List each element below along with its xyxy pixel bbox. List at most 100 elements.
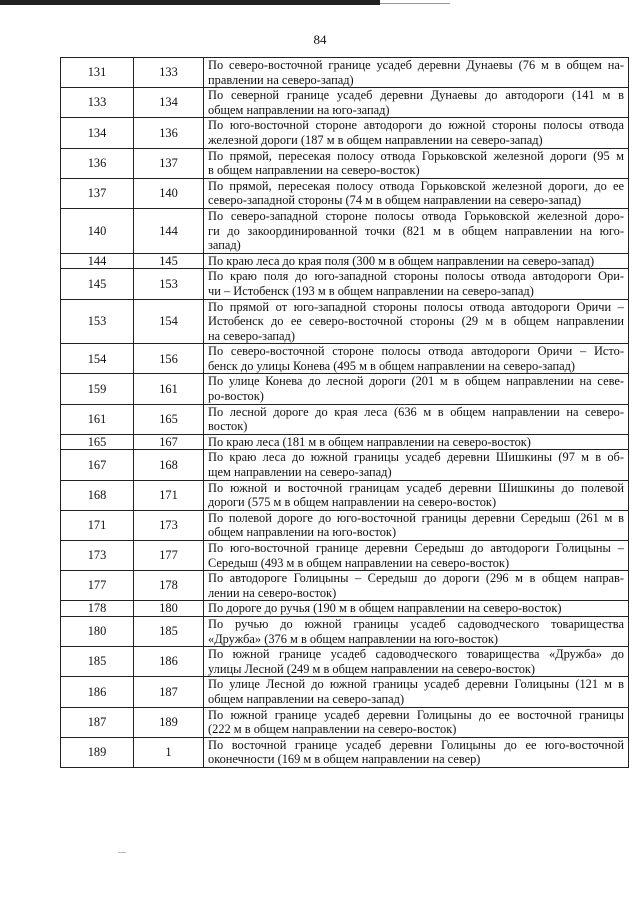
- boundary-description: По лесной дороге до края леса (636 м в о…: [203, 403, 629, 435]
- to-point: 1: [133, 736, 204, 768]
- from-point: 133: [60, 87, 134, 119]
- boundary-description: По южной и восточной границам усадеб дер…: [203, 479, 629, 511]
- table-row: 167 168 По краю леса до южной границы усад…: [60, 449, 629, 481]
- description-line: северо-западной стороны (74 м в общем на…: [208, 193, 582, 208]
- table-row: 180 185 По ручью до южной границы усадеб с…: [60, 615, 629, 648]
- description-line: По прямой от юго-западной стороны полосы…: [208, 299, 624, 314]
- from-point: 137: [60, 177, 134, 209]
- from-point: 144: [60, 252, 134, 270]
- from-point: 187: [60, 706, 134, 738]
- scan-speck: [118, 852, 126, 853]
- to-point: 178: [133, 570, 204, 602]
- boundary-description: По восточной границе усадеб деревни Голи…: [203, 736, 629, 768]
- table-row: 189 1 По восточной границе усадеб деревни …: [60, 736, 629, 768]
- table-row: 161 165 По лесной дороге до края леса (636…: [60, 403, 629, 435]
- description-line: По лесной дороге до края леса (636 м в о…: [208, 404, 624, 419]
- from-point: 167: [60, 449, 134, 481]
- description-line: По южной границе усадеб садоводческого т…: [208, 647, 624, 662]
- table-row: 145 153 По краю поля до юго-западной сторо…: [60, 268, 629, 300]
- boundary-description: По краю леса до южной границы усадеб дер…: [203, 449, 629, 481]
- description-line: на северо-запад): [208, 328, 295, 343]
- from-point: 168: [60, 479, 134, 511]
- table-row: 177 178 По автодороге Голицыны – Середыш д…: [60, 570, 629, 602]
- description-line: По краю поля до юго-западной стороны пол…: [208, 269, 624, 284]
- to-point: 140: [133, 177, 204, 209]
- table-row: 178 180 По дороге до ручья (190 м в общем …: [60, 600, 629, 617]
- to-point: 154: [133, 298, 204, 345]
- description-line: По краю леса до края поля (300 м в общем…: [208, 253, 595, 268]
- table-row: 171 173 По полевой дороге до юго-восточной…: [60, 509, 629, 542]
- boundary-description: По ручью до южной границы усадеб садовод…: [203, 615, 629, 648]
- to-point: 136: [133, 117, 204, 149]
- description-line: По краю леса до южной границы усадеб дер…: [208, 450, 624, 465]
- boundary-description: По юго-восточной стороне автодороги до ю…: [203, 117, 629, 149]
- description-line: восток): [208, 419, 248, 434]
- description-line: дороги (575 м в общем направлении на сев…: [208, 495, 497, 510]
- from-point: 165: [60, 433, 134, 451]
- boundary-description: По южной границе усадеб садоводческого т…: [203, 646, 629, 678]
- table-row: 165 167 По краю леса (181 м в общем направ…: [60, 433, 629, 451]
- scan-top-bar: [0, 0, 380, 5]
- table-row: 186 187 По улице Лесной до южной границы у…: [60, 676, 629, 708]
- from-point: 134: [60, 117, 134, 149]
- from-point: 131: [60, 56, 134, 89]
- from-point: 171: [60, 509, 134, 542]
- description-line: общем направлении на юго-запад): [208, 102, 390, 117]
- table-row: 144 145 По краю леса до края поля (300 м в…: [60, 252, 629, 270]
- description-line: По южной границе усадеб деревни Голицыны…: [208, 707, 624, 722]
- description-line: По автодороге Голицыны – Середыш до доро…: [208, 571, 624, 586]
- boundary-description: По прямой, пересекая полосу отвода Горьк…: [203, 177, 629, 209]
- boundary-description: По краю леса до края поля (300 м в общем…: [203, 252, 629, 270]
- page-number: 84: [313, 32, 327, 47]
- to-point: 173: [133, 509, 204, 542]
- boundary-description: По юго-восточной границе деревни Середыш…: [203, 539, 629, 572]
- from-point: 177: [60, 570, 134, 602]
- boundary-description: По северо-восточной границе усадеб дерев…: [203, 56, 629, 89]
- boundary-description: По улице Лесной до южной границы усадеб …: [203, 676, 629, 708]
- description-line: По северо-восточной границе усадеб дерев…: [208, 58, 624, 72]
- to-point: 189: [133, 706, 204, 738]
- to-point: 165: [133, 403, 204, 435]
- boundary-table: 131 133 По северо-восточной границе усадеб…: [60, 56, 629, 768]
- description-line: запад): [208, 238, 241, 253]
- description-line: По краю леса (181 м в общем направлении …: [208, 434, 531, 449]
- boundary-description: По северо-западной стороне полосы отвода…: [203, 207, 629, 254]
- description-line: «Дружба» (376 м в общем направлении на ю…: [208, 631, 498, 646]
- table-row: 134 136 По юго-восточной стороне автодорог…: [60, 117, 629, 149]
- description-line: Середыш (493 м в общем направлении на се…: [208, 555, 510, 570]
- to-point: 167: [133, 433, 204, 451]
- boundary-description: По прямой, пересекая полосу отвода Горьк…: [203, 147, 629, 179]
- boundary-description: По улице Конева до лесной дороги (201 м …: [203, 373, 629, 405]
- description-line: По северо-западной стороне полосы отвода…: [208, 208, 624, 223]
- table-row: 131 133 По северо-восточной границе усадеб…: [60, 56, 629, 89]
- boundary-description: По прямой от юго-западной стороны полосы…: [203, 298, 629, 345]
- to-point: 177: [133, 539, 204, 572]
- description-line: лении на северо-восток): [208, 585, 337, 600]
- table-row: 159 161 По улице Конева до лесной дороги (…: [60, 373, 629, 405]
- description-line: По ручью до южной границы усадеб садовод…: [208, 616, 624, 631]
- table-row: 168 171 По южной и восточной границам усад…: [60, 479, 629, 511]
- description-line: (222 м в общем направлении на северо-вос…: [208, 722, 457, 737]
- table-row: 185 186 По южной границе усадеб садоводчес…: [60, 646, 629, 678]
- boundary-description: По краю леса (181 м в общем направлении …: [203, 433, 629, 451]
- description-line: По юго-восточной стороне автодороги до ю…: [208, 118, 624, 133]
- from-point: 189: [60, 736, 134, 768]
- boundary-description: По северной границе усадеб деревни Дунае…: [203, 87, 629, 119]
- from-point: 180: [60, 615, 134, 648]
- boundary-description: По полевой дороге до юго-восточной грани…: [203, 509, 629, 542]
- from-point: 154: [60, 343, 134, 375]
- description-line: По полевой дороге до юго-восточной грани…: [208, 510, 624, 525]
- boundary-description: По дороге до ручья (190 м в общем направ…: [203, 600, 629, 617]
- boundary-description: По северо-восточной стороне полосы отвод…: [203, 343, 629, 375]
- table-row: 187 189 По южной границе усадеб деревни Го…: [60, 706, 629, 738]
- description-line: Истобенск до ее северо-восточной стороны…: [208, 314, 624, 329]
- to-point: 171: [133, 479, 204, 511]
- from-point: 145: [60, 268, 134, 300]
- to-point: 137: [133, 147, 204, 179]
- scan-top-line: [380, 3, 450, 4]
- description-line: правлении на северо-запад): [208, 72, 354, 87]
- to-point: 145: [133, 252, 204, 270]
- to-point: 153: [133, 268, 204, 300]
- from-point: 186: [60, 676, 134, 708]
- to-point: 168: [133, 449, 204, 481]
